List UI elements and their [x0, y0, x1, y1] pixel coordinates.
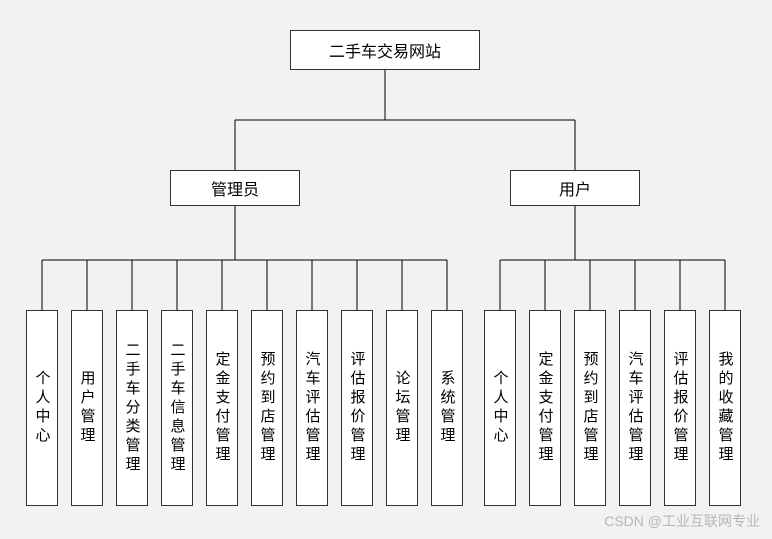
user-node: 用户 [510, 170, 640, 206]
root-label: 二手车交易网站 [329, 38, 441, 62]
user-leaf: 定金支付管理 [529, 310, 561, 506]
user-leaf: 预约到店管理 [574, 310, 606, 506]
admin-leaf: 定金支付管理 [206, 310, 238, 506]
leaf-label: 定金支付管理 [535, 351, 556, 465]
admin-label: 管理员 [211, 176, 259, 200]
admin-leaf: 评估报价管理 [341, 310, 373, 506]
leaf-label: 系统管理 [437, 370, 458, 446]
admin-leaf: 用户管理 [71, 310, 103, 506]
root-node: 二手车交易网站 [290, 30, 480, 70]
admin-leaf: 二手车信息管理 [161, 310, 193, 506]
admin-leaf: 系统管理 [431, 310, 463, 506]
leaf-label: 评估报价管理 [670, 351, 691, 465]
watermark: CSDN @工业互联网专业 [604, 511, 760, 531]
leaf-label: 论坛管理 [392, 370, 413, 446]
admin-leaf: 二手车分类管理 [116, 310, 148, 506]
leaf-label: 二手车信息管理 [167, 342, 188, 475]
leaf-label: 汽车评估管理 [302, 351, 323, 465]
admin-leaf: 汽车评估管理 [296, 310, 328, 506]
leaf-label: 用户管理 [77, 370, 98, 446]
leaf-label: 预约到店管理 [580, 351, 601, 465]
leaf-label: 我的收藏管理 [715, 351, 736, 465]
leaf-label: 预约到店管理 [257, 351, 278, 465]
leaf-label: 汽车评估管理 [625, 351, 646, 465]
leaf-label: 个人中心 [32, 370, 53, 446]
user-leaf: 我的收藏管理 [709, 310, 741, 506]
admin-node: 管理员 [170, 170, 300, 206]
leaf-label: 定金支付管理 [212, 351, 233, 465]
user-leaf: 汽车评估管理 [619, 310, 651, 506]
user-leaf: 评估报价管理 [664, 310, 696, 506]
leaf-label: 二手车分类管理 [122, 342, 143, 475]
admin-leaf: 个人中心 [26, 310, 58, 506]
admin-leaf: 预约到店管理 [251, 310, 283, 506]
admin-leaf: 论坛管理 [386, 310, 418, 506]
leaf-label: 个人中心 [490, 370, 511, 446]
user-leaf: 个人中心 [484, 310, 516, 506]
user-label: 用户 [559, 176, 591, 200]
leaf-label: 评估报价管理 [347, 351, 368, 465]
